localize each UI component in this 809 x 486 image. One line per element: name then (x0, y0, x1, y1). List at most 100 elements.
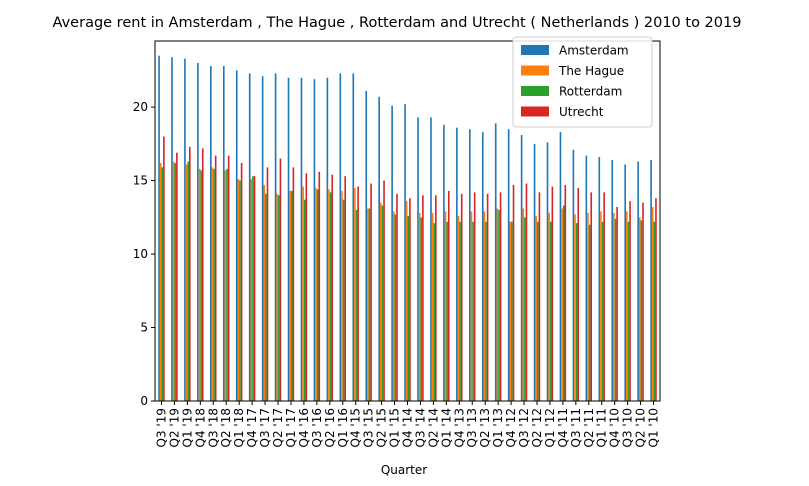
bar-the-hague (315, 187, 317, 401)
bar-amsterdam (533, 143, 536, 402)
bar-amsterdam (572, 149, 575, 401)
bar-rotterdam (342, 199, 345, 401)
bar-utrecht (292, 167, 295, 401)
x-tick-label: Q2 '11 (582, 408, 596, 447)
bars-group (158, 55, 657, 402)
bar-the-hague (211, 167, 214, 401)
bar-the-hague (574, 214, 576, 401)
bar-the-hague (289, 190, 291, 401)
bar-rotterdam (627, 221, 630, 401)
bar-amsterdam (611, 160, 614, 401)
legend: Amsterdam The Hague Rotterdam Utrecht (512, 36, 653, 128)
x-tick-label: Q2 '13 (478, 408, 492, 447)
bar-the-hague (354, 187, 356, 401)
x-tick-label: Q3 '15 (362, 408, 376, 447)
bar-rotterdam (226, 168, 228, 401)
x-tick-label: Q1 '10 (647, 408, 661, 447)
bar-the-hague (198, 168, 201, 401)
bar-the-hague (587, 212, 589, 401)
y-tick-label: 0 (140, 394, 148, 408)
bar-the-hague (483, 211, 486, 401)
legend-label: Rotterdam (559, 85, 622, 99)
bar-rotterdam (252, 176, 254, 401)
bar-utrecht (447, 190, 450, 401)
bar-rotterdam (407, 215, 410, 401)
bar-utrecht (603, 192, 605, 401)
x-tick-label: Q3 '10 (621, 408, 635, 447)
bar-utrecht (227, 155, 230, 401)
bar-the-hague (638, 217, 641, 401)
x-tick-label: Q1 '14 (439, 408, 453, 447)
x-tick-label: Q2 '17 (271, 408, 285, 447)
bar-rotterdam (446, 221, 448, 401)
bar-rotterdam (562, 205, 565, 401)
bar-the-hague (159, 162, 162, 401)
bar-amsterdam (624, 164, 627, 401)
bar-amsterdam (443, 124, 445, 401)
bar-amsterdam (171, 57, 173, 401)
bar-rotterdam (511, 221, 513, 401)
bar-rotterdam (420, 217, 423, 401)
legend-label: Amsterdam (559, 44, 629, 58)
bar-amsterdam (313, 79, 316, 401)
x-tick-label: Q3 '13 (465, 408, 479, 447)
bar-utrecht (318, 171, 321, 401)
bar-the-hague (224, 170, 227, 401)
bar-rotterdam (588, 224, 591, 401)
bar-rotterdam (213, 168, 215, 401)
bar-the-hague (626, 211, 628, 401)
bar-rotterdam (575, 223, 578, 401)
bar-the-hague (341, 190, 343, 401)
bar-rotterdam (653, 221, 656, 401)
bar-utrecht (564, 185, 567, 401)
bar-amsterdam (197, 63, 199, 401)
bar-utrecht (240, 162, 243, 401)
bar-rotterdam (265, 193, 267, 401)
y-axis: 0 5 10 15 20 (133, 100, 155, 408)
bar-utrecht (525, 183, 528, 401)
bar-the-hague (367, 208, 369, 401)
bar-amsterdam (469, 129, 471, 401)
x-tick-label: Q3 '16 (310, 408, 324, 447)
x-axis-label: Quarter (381, 463, 427, 477)
bar-amsterdam (365, 90, 368, 402)
bar-the-hague (237, 179, 240, 401)
bar-amsterdam (261, 76, 264, 402)
bar-utrecht (331, 174, 334, 401)
bar-amsterdam (210, 65, 212, 401)
bar-rotterdam (485, 221, 487, 401)
bar-utrecht (629, 201, 631, 401)
bar-utrecht (344, 176, 346, 401)
x-tick-label: Q2 '15 (375, 408, 389, 447)
bar-utrecht (473, 192, 476, 401)
bar-the-hague (470, 211, 473, 401)
bar-amsterdam (637, 161, 639, 401)
plot-frame (154, 40, 661, 402)
bar-the-hague (522, 208, 525, 401)
bar-the-hague (535, 215, 537, 401)
bar-the-hague (457, 215, 460, 401)
x-tick-label: Q4 '15 (349, 408, 363, 447)
bar-amsterdam (598, 157, 601, 401)
bar-the-hague (418, 212, 421, 401)
bar-utrecht (357, 186, 359, 401)
bar-rotterdam (187, 161, 189, 401)
bar-rotterdam (174, 162, 177, 401)
bar-amsterdam (650, 160, 652, 401)
bar-rotterdam (161, 167, 164, 401)
bar-the-hague (405, 201, 408, 401)
x-tick-label: Q4 '17 (245, 408, 259, 447)
bar-rotterdam (524, 217, 526, 401)
bar-utrecht (435, 195, 437, 401)
x-tick-label: Q2 '16 (323, 408, 337, 447)
bar-rotterdam (498, 209, 500, 401)
bar-amsterdam (352, 73, 355, 401)
bar-amsterdam (235, 70, 238, 401)
bar-amsterdam (300, 77, 303, 401)
bar-rotterdam (459, 221, 461, 401)
x-tick-label: Q4 '14 (401, 408, 415, 447)
bar-the-hague (600, 211, 602, 401)
bar-utrecht (305, 173, 308, 401)
bar-amsterdam (378, 96, 380, 401)
x-tick-label: Q1 '17 (284, 408, 298, 447)
